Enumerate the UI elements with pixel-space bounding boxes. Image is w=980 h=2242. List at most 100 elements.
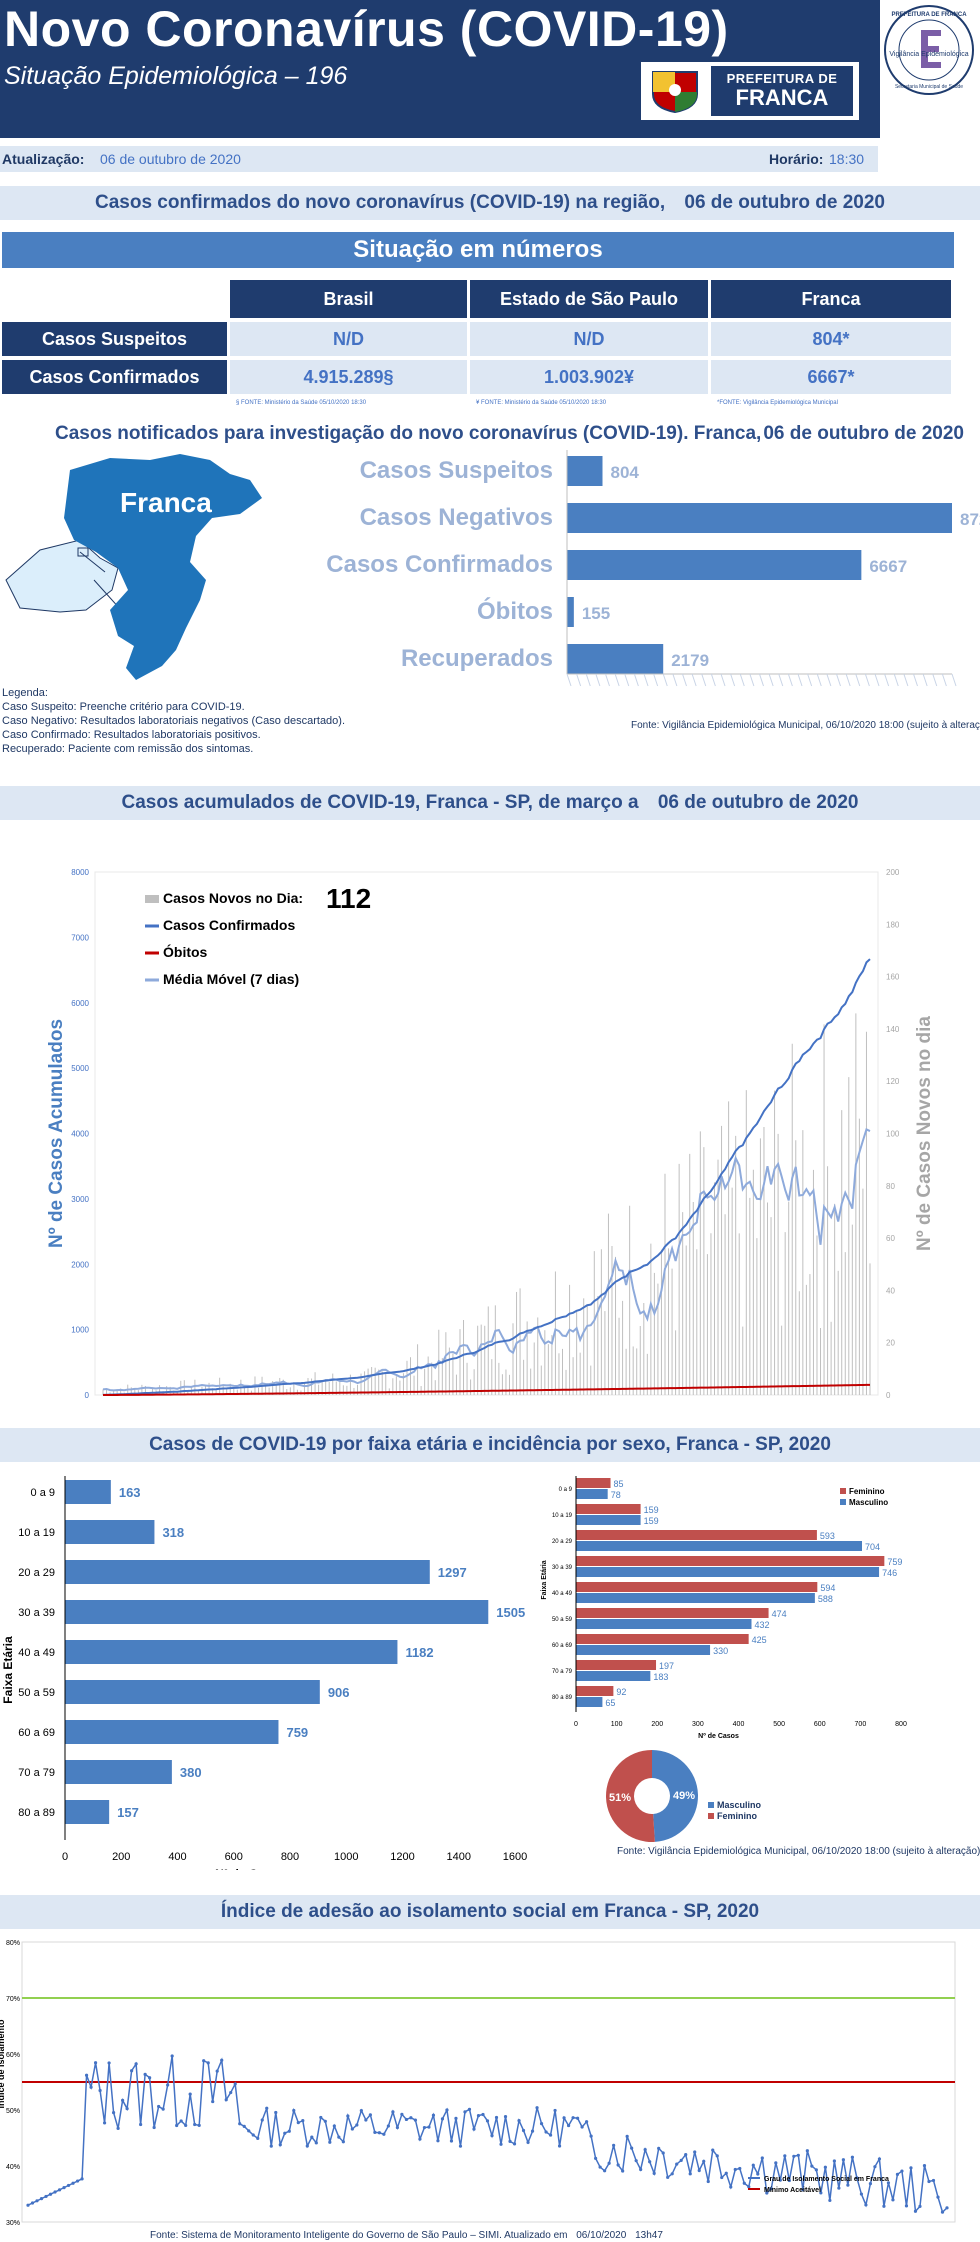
sex-value-label: 330 xyxy=(713,1646,728,1656)
notif-value-label: 6667 xyxy=(869,557,907,576)
cum-ytick-label: 3000 xyxy=(71,1195,89,1204)
sex-category-label: 50 a 59 xyxy=(552,1617,573,1623)
notif-bar xyxy=(567,597,574,627)
notif-tick xyxy=(864,673,870,687)
iso-point xyxy=(220,2058,224,2062)
age-category-label: 30 a 39 xyxy=(18,1607,55,1619)
iso-point xyxy=(368,2113,372,2117)
iso-point xyxy=(301,2119,305,2123)
iso-point xyxy=(323,2119,327,2123)
cum-y2tick-label: 40 xyxy=(886,1286,895,1295)
iso-point xyxy=(166,2083,170,2087)
cum-y2tick-label: 120 xyxy=(886,1077,900,1086)
iso-point xyxy=(652,2171,656,2175)
iso-point xyxy=(760,2156,764,2160)
iso-point xyxy=(679,2158,683,2163)
sex-value-label: 183 xyxy=(653,1672,668,1682)
iso-point xyxy=(116,2126,120,2130)
iso-point xyxy=(427,2125,431,2129)
iso-point xyxy=(855,2176,859,2180)
age-xtick-label: 1400 xyxy=(447,1851,471,1863)
iso-point xyxy=(260,2118,264,2122)
notif-tick xyxy=(720,673,726,687)
cum-deaths-line xyxy=(102,1383,871,1396)
prefeitura-line2: FRANCA xyxy=(735,85,829,110)
iso-point xyxy=(247,2129,251,2133)
iso-point xyxy=(715,2154,719,2158)
iso-point xyxy=(179,2119,183,2123)
notif-tick xyxy=(595,673,601,687)
iso-point xyxy=(769,2187,773,2191)
iso-point xyxy=(490,2134,494,2138)
iso-ytick-label: 30% xyxy=(6,2220,20,2227)
section3-title: Casos acumulados de COVID-19, Franca - S… xyxy=(121,792,639,813)
update-label: Atualização: xyxy=(2,151,85,167)
iso-point xyxy=(413,2118,418,2122)
iso-point xyxy=(517,2118,521,2123)
iso-point xyxy=(26,2203,30,2207)
age-chart: 0 a 9 163 10 a 19 318 20 a 29 1297 30 a 39 1505… xyxy=(1,1476,527,1870)
iso-point xyxy=(48,2192,53,2196)
section2-source: Fonte: Vigilância Epidemiológica Municip… xyxy=(631,720,980,731)
cum-y2tick-label: 80 xyxy=(886,1182,895,1191)
age-value-label: 157 xyxy=(117,1805,139,1820)
sex-ylabel: Faixa Etária xyxy=(541,1560,548,1599)
iso-point xyxy=(931,2178,936,2183)
iso-point xyxy=(499,2142,503,2146)
iso-point xyxy=(107,2061,111,2065)
iso-point xyxy=(202,2059,206,2063)
iso-point xyxy=(733,2167,737,2172)
iso-point xyxy=(580,2125,584,2129)
section1-title: Casos confirmados do novo coronavírus (C… xyxy=(94,192,666,213)
sex-bar xyxy=(576,1608,769,1618)
sex-legend-swatch xyxy=(840,1488,846,1494)
pie-legend-label: Masculino xyxy=(717,1800,762,1810)
iso-point xyxy=(530,2129,535,2133)
iso-point xyxy=(62,2186,66,2190)
notif-tick xyxy=(759,673,764,687)
iso-point xyxy=(814,2168,818,2172)
iso-point xyxy=(810,2164,814,2168)
cum-ytick-label: 4000 xyxy=(71,1130,89,1139)
iso-point xyxy=(418,2137,422,2141)
footnote-sp: ¥ FONTE: Ministério da Saúde 05/10/2020 … xyxy=(476,400,607,406)
sex-xtick-label: 700 xyxy=(855,1721,867,1728)
col-header-brasil: Brasil xyxy=(230,280,467,318)
iso-point xyxy=(909,2166,913,2170)
notif-tick xyxy=(826,673,832,687)
iso-point xyxy=(238,2122,242,2126)
iso-point xyxy=(607,2161,611,2165)
iso-point xyxy=(143,2072,147,2076)
notif-tick xyxy=(730,673,736,687)
section3-header: Casos acumulados de COVID-19, Franca - S… xyxy=(0,786,980,820)
notif-tick xyxy=(855,673,861,687)
cum-y2tick-label: 60 xyxy=(886,1234,895,1243)
section5-source-prefix: Fonte: Sistema de Monitoramento Intelige… xyxy=(150,2230,568,2241)
notif-tick xyxy=(672,673,678,687)
iso-point xyxy=(589,2134,593,2138)
iso-point xyxy=(211,2099,215,2104)
iso-point xyxy=(936,2195,940,2199)
age-value-label: 759 xyxy=(286,1725,308,1740)
cum-ytick-label: 0 xyxy=(85,1391,90,1400)
notif-tick xyxy=(913,673,918,687)
age-value-label: 318 xyxy=(162,1525,184,1540)
age-bar xyxy=(65,1720,279,1744)
sex-value-label: 425 xyxy=(752,1635,767,1645)
iso-point xyxy=(84,2073,89,2077)
sex-bar xyxy=(576,1645,711,1655)
iso-point xyxy=(846,2183,850,2187)
section2-date: 06 de outubro de 2020 xyxy=(763,423,964,444)
notif-tick xyxy=(585,673,591,687)
notif-tick xyxy=(653,673,659,687)
iso-point xyxy=(657,2146,661,2150)
notif-category-label: Casos Confirmados xyxy=(326,551,553,578)
iso-point xyxy=(562,2116,566,2120)
iso-point xyxy=(188,2092,192,2096)
iso-point xyxy=(80,2177,84,2181)
iso-point xyxy=(71,2181,75,2185)
iso-point xyxy=(283,2131,287,2135)
iso-point xyxy=(157,2104,161,2109)
iso-point xyxy=(922,2164,927,2168)
isolation-chart: 30% 40% 50% 60% 70% 80% Índice de Isolamento Gr… xyxy=(0,1940,956,2227)
